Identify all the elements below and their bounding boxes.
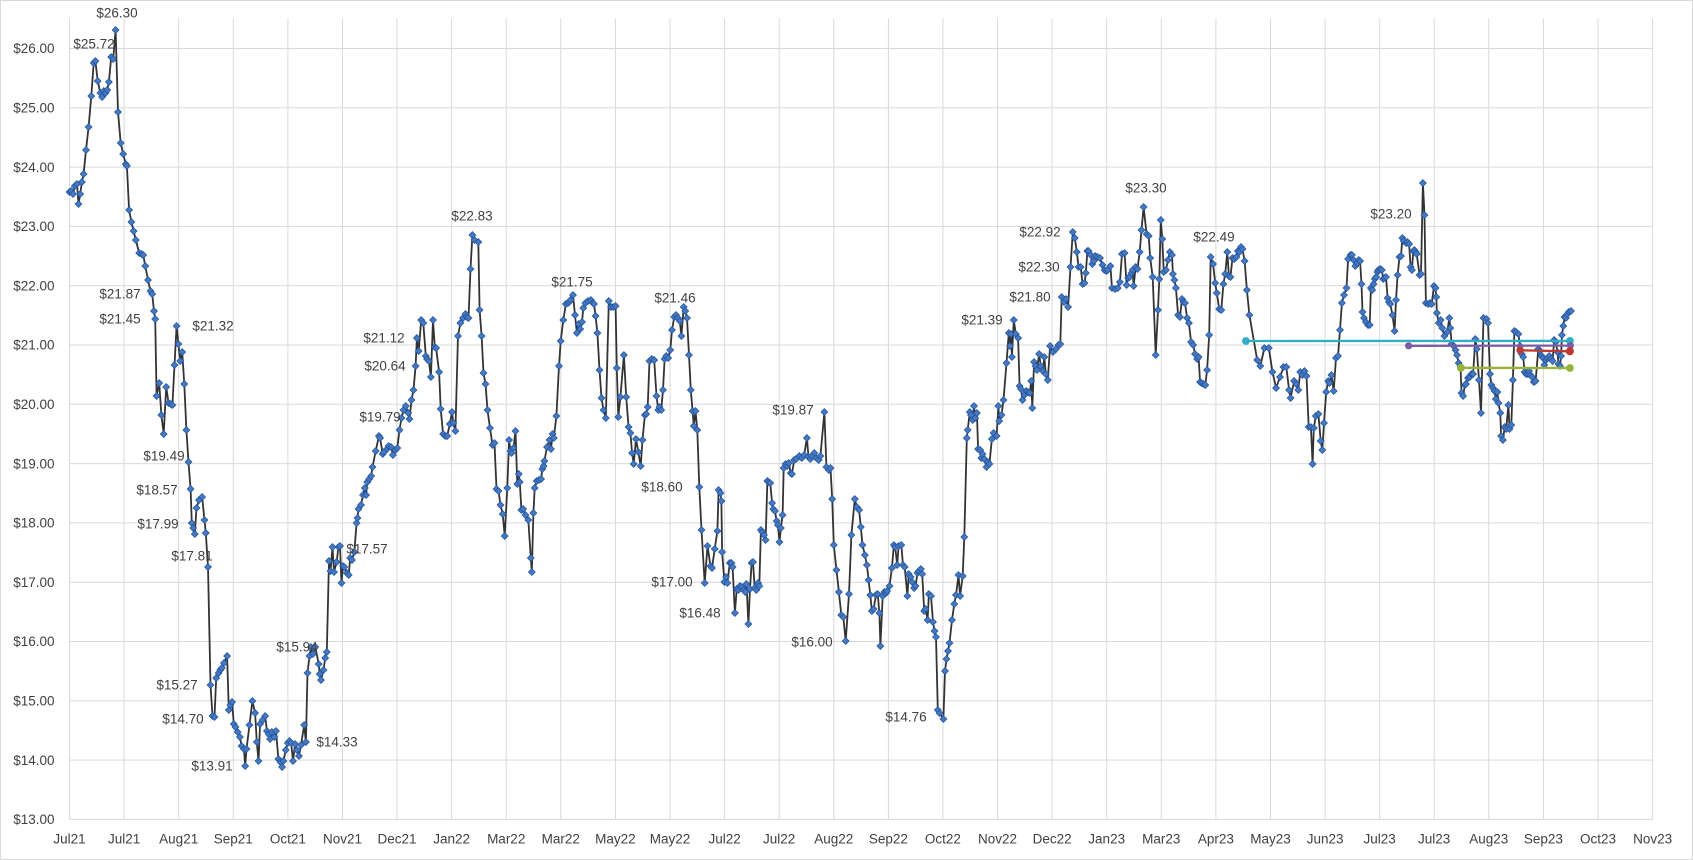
svg-text:Oct23: Oct23	[1580, 832, 1616, 847]
svg-text:$22.00: $22.00	[13, 278, 54, 293]
svg-text:$22.92: $22.92	[1019, 225, 1060, 240]
svg-text:$25.00: $25.00	[13, 101, 54, 116]
svg-text:Mar22: Mar22	[542, 832, 580, 847]
svg-text:$22.30: $22.30	[1018, 260, 1059, 275]
svg-text:$17.00: $17.00	[651, 575, 692, 590]
svg-text:May22: May22	[650, 832, 691, 847]
svg-text:$15.94: $15.94	[276, 640, 318, 655]
svg-text:$20.64: $20.64	[364, 359, 406, 374]
svg-text:Jun23: Jun23	[1307, 832, 1344, 847]
svg-text:Apr23: Apr23	[1198, 832, 1234, 847]
svg-text:$21.75: $21.75	[551, 275, 592, 290]
svg-text:$22.83: $22.83	[451, 209, 492, 224]
svg-text:Mar23: Mar23	[1142, 832, 1180, 847]
svg-text:$19.79: $19.79	[359, 410, 400, 425]
svg-text:$18.00: $18.00	[13, 516, 54, 531]
svg-text:Jul22: Jul22	[708, 832, 740, 847]
svg-text:$21.45: $21.45	[99, 312, 140, 327]
svg-text:$19.00: $19.00	[13, 456, 54, 471]
svg-text:Dec22: Dec22	[1033, 832, 1072, 847]
svg-text:$16.48: $16.48	[679, 606, 720, 621]
svg-text:$21.32: $21.32	[192, 319, 233, 334]
svg-text:Aug21: Aug21	[159, 832, 198, 847]
svg-text:$19.87: $19.87	[772, 403, 813, 418]
svg-text:$15.00: $15.00	[13, 694, 54, 709]
svg-text:$16.00: $16.00	[791, 635, 832, 650]
svg-text:$26.00: $26.00	[13, 41, 54, 56]
svg-text:Jul21: Jul21	[108, 832, 140, 847]
svg-text:Aug22: Aug22	[814, 832, 853, 847]
svg-text:$19.49: $19.49	[143, 449, 184, 464]
svg-text:$17.57: $17.57	[346, 542, 387, 557]
svg-text:$17.81: $17.81	[171, 549, 212, 564]
svg-text:Oct21: Oct21	[270, 832, 306, 847]
svg-text:Mar22: Mar22	[487, 832, 525, 847]
svg-text:Jul21: Jul21	[53, 832, 85, 847]
svg-text:Sep23: Sep23	[1524, 832, 1563, 847]
svg-text:$23.20: $23.20	[1370, 207, 1411, 222]
svg-text:$14.00: $14.00	[13, 753, 54, 768]
svg-text:Dec21: Dec21	[377, 832, 416, 847]
svg-text:Nov22: Nov22	[978, 832, 1017, 847]
svg-text:May23: May23	[1250, 832, 1291, 847]
svg-text:$14.33: $14.33	[316, 735, 357, 750]
svg-text:$21.80: $21.80	[1009, 290, 1050, 305]
svg-text:$13.91: $13.91	[191, 759, 232, 774]
svg-text:$22.49: $22.49	[1193, 230, 1234, 245]
svg-text:$17.00: $17.00	[13, 575, 54, 590]
svg-text:$23.00: $23.00	[13, 219, 54, 234]
svg-text:$17.99: $17.99	[137, 517, 178, 532]
svg-text:$21.12: $21.12	[363, 331, 404, 346]
svg-text:May22: May22	[595, 832, 636, 847]
svg-text:Nov21: Nov21	[323, 832, 362, 847]
svg-text:$25.72: $25.72	[73, 37, 114, 52]
svg-text:$21.46: $21.46	[654, 291, 695, 306]
svg-text:$16.00: $16.00	[13, 634, 54, 649]
svg-text:Jan22: Jan22	[433, 832, 470, 847]
svg-text:$21.39: $21.39	[961, 313, 1002, 328]
svg-text:Oct22: Oct22	[925, 832, 961, 847]
svg-text:Aug23: Aug23	[1469, 832, 1508, 847]
svg-text:Jan23: Jan23	[1088, 832, 1125, 847]
svg-text:$23.30: $23.30	[1125, 181, 1166, 196]
svg-text:Jul22: Jul22	[763, 832, 795, 847]
svg-text:$18.57: $18.57	[136, 483, 177, 498]
svg-text:Nov23: Nov23	[1633, 832, 1672, 847]
svg-text:$18.60: $18.60	[641, 480, 682, 495]
svg-text:$26.30: $26.30	[96, 6, 137, 21]
svg-text:$14.76: $14.76	[885, 710, 926, 725]
svg-text:$15.27: $15.27	[156, 678, 197, 693]
svg-text:$13.00: $13.00	[13, 812, 54, 827]
svg-text:$21.00: $21.00	[13, 338, 54, 353]
svg-text:Sep21: Sep21	[214, 832, 253, 847]
svg-text:$21.87: $21.87	[99, 287, 140, 302]
svg-text:Jul23: Jul23	[1364, 832, 1396, 847]
svg-text:$14.70: $14.70	[162, 712, 203, 727]
svg-text:$20.00: $20.00	[13, 397, 54, 412]
svg-text:Jul23: Jul23	[1418, 832, 1450, 847]
svg-text:Sep22: Sep22	[869, 832, 908, 847]
svg-text:$24.00: $24.00	[13, 160, 54, 175]
